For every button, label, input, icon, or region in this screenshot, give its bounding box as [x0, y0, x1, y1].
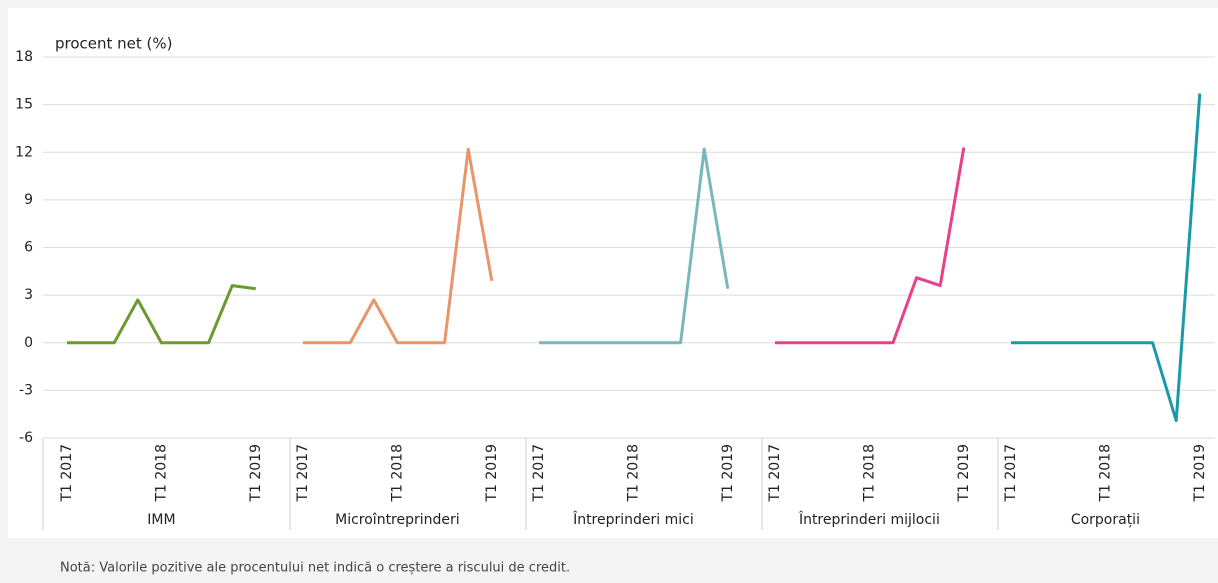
series-line [775, 147, 966, 345]
x-tick-label: T1 2017 [1003, 444, 1019, 503]
x-tick-label: T1 2018 [1097, 444, 1113, 503]
y-tick-label: 12 [15, 144, 33, 160]
x-tick-label: T1 2017 [295, 444, 311, 503]
y-tick-label: 9 [24, 192, 33, 208]
series-line [303, 147, 494, 345]
y-tick-label: 3 [24, 287, 33, 303]
series-line [539, 147, 730, 345]
plot-background [8, 8, 1218, 538]
series-line [67, 284, 257, 345]
y-tick-label: 6 [24, 240, 33, 256]
x-tick-label: T1 2019 [956, 444, 972, 503]
y-tick-label: 18 [15, 49, 33, 65]
x-tick-label: T1 2017 [767, 444, 783, 503]
y-tick-label: -6 [19, 430, 33, 446]
x-tick-label: T1 2018 [153, 444, 169, 503]
group-label: Microîntreprinderi [335, 512, 460, 528]
x-tick-label: T1 2018 [625, 444, 641, 503]
x-tick-label: T1 2018 [389, 444, 405, 503]
x-tick-label: T1 2019 [1192, 444, 1208, 503]
x-tick-label: T1 2019 [248, 444, 264, 503]
group-label: Corporații [1071, 512, 1140, 528]
y-tick-label: 0 [24, 335, 33, 351]
series-line [1011, 93, 1202, 423]
x-tick-label: T1 2017 [59, 444, 75, 503]
x-tick-label: T1 2017 [531, 444, 547, 503]
y-tick-label: 15 [15, 97, 33, 113]
x-tick-label: T1 2018 [861, 444, 877, 503]
x-tick-label: T1 2019 [720, 444, 736, 503]
y-tick-label: -3 [19, 382, 33, 398]
y-axis-label: procent net (%) [55, 35, 173, 53]
group-label: Întreprinderi mici [572, 510, 694, 528]
note: Notă: Valorile pozitive ale procentului … [60, 561, 570, 576]
x-tick-label: T1 2019 [484, 444, 500, 503]
group-label: IMM [147, 512, 175, 528]
group-label: Întreprinderi mijlocii [798, 510, 940, 528]
